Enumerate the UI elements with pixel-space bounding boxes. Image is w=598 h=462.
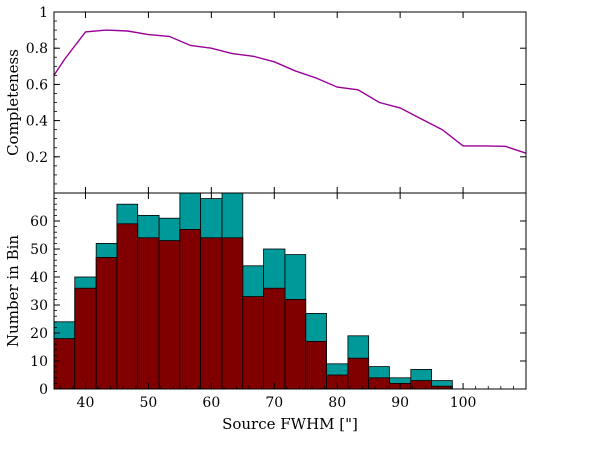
histogram-xtick-label: 70	[265, 395, 283, 411]
histogram-xtick-label: 50	[139, 395, 157, 411]
completeness-panel: 0.2 0.4 0.6 0.8 1 Completeness	[4, 5, 527, 194]
histogram-xtick-label: 40	[77, 395, 95, 411]
completeness-ytick-label: 0.2	[26, 150, 48, 166]
histogram-ytick-label: 40	[30, 270, 48, 286]
histogram-ytick-label: 30	[30, 298, 48, 314]
histogram-bar-detected	[158, 240, 181, 390]
histogram-bar-detected	[53, 338, 76, 390]
histogram-bar-detected	[284, 298, 307, 390]
histogram-bar-detected	[179, 228, 202, 390]
histogram-xtick-label: 90	[391, 395, 409, 411]
histogram-bar-detected	[137, 237, 160, 390]
completeness-axis-label: Completeness	[4, 49, 22, 156]
histogram-bar-detected	[74, 287, 97, 390]
histogram-bar-detected	[221, 237, 244, 390]
histogram-bar-detected	[347, 357, 370, 390]
histogram-ytick-label: 50	[30, 242, 48, 258]
completeness-ytick-label: 1	[39, 5, 48, 21]
histogram-xtick-label: 60	[202, 395, 220, 411]
histogram-ytick-label: 20	[30, 326, 48, 342]
histogram-xtick-label: 100	[450, 395, 477, 411]
histogram-ytick-label: 60	[30, 214, 48, 230]
source-fwhm-axis-label: Source FWHM ["]	[222, 415, 358, 433]
completeness-ytick-label: 0.4	[26, 114, 48, 130]
histogram-bar-detected	[305, 340, 327, 390]
histogram-bar-detected	[242, 296, 264, 390]
histogram-bar-detected	[263, 287, 286, 390]
histogram-bar-detected	[368, 377, 390, 390]
histogram-bar-detected	[410, 380, 433, 390]
histogram-ytick-label: 0	[39, 382, 48, 398]
histogram-bar-detected	[200, 237, 223, 390]
number-in-bin-axis-label: Number in Bin	[4, 235, 22, 347]
completeness-ytick-label: 0.6	[26, 77, 48, 93]
histogram-panel: 0 10 20 30 40 50 60 40 50 60 70 80 90 100 Number in …	[4, 192, 527, 433]
histogram-axes-frame	[53, 192, 527, 390]
completeness-axes-frame	[53, 11, 527, 194]
histogram-ytick-label: 10	[30, 354, 48, 370]
histogram-bar-detected	[116, 223, 139, 390]
histogram-xtick-label: 80	[328, 395, 346, 411]
completeness-line	[53, 29, 527, 154]
histogram-bar-detected	[95, 256, 118, 390]
completeness-ytick-label: 0.8	[26, 41, 48, 57]
